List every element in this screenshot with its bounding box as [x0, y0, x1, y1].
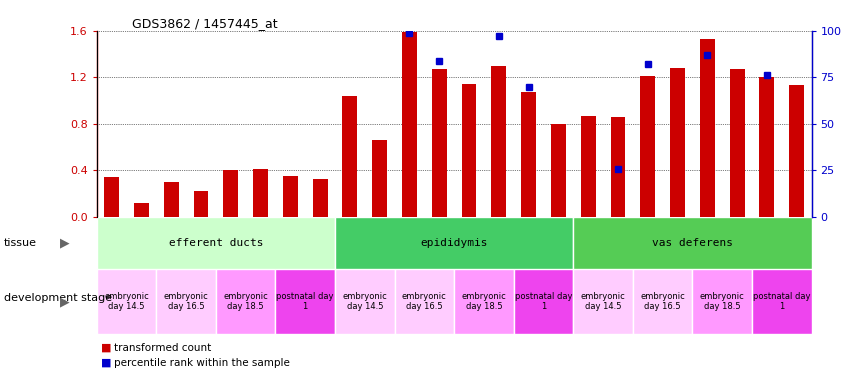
- Text: embryonic
day 16.5: embryonic day 16.5: [402, 292, 447, 311]
- Bar: [164, 182, 178, 217]
- Bar: [335, 269, 394, 334]
- Bar: [632, 269, 692, 334]
- Text: embryonic
day 14.5: embryonic day 14.5: [580, 292, 626, 311]
- Bar: [283, 176, 298, 217]
- Text: postnatal day
1: postnatal day 1: [515, 292, 572, 311]
- Bar: [97, 217, 335, 269]
- Text: embryonic
day 14.5: embryonic day 14.5: [104, 292, 149, 311]
- Text: ■: ■: [101, 358, 111, 368]
- Bar: [275, 269, 335, 334]
- Bar: [224, 170, 238, 217]
- Bar: [514, 269, 574, 334]
- Bar: [373, 140, 387, 217]
- Bar: [640, 76, 655, 217]
- Bar: [752, 269, 812, 334]
- Bar: [670, 68, 685, 217]
- Text: percentile rank within the sample: percentile rank within the sample: [114, 358, 289, 368]
- Text: ▶: ▶: [60, 237, 70, 249]
- Text: tissue: tissue: [4, 238, 37, 248]
- Bar: [253, 169, 268, 217]
- Bar: [611, 117, 626, 217]
- Bar: [789, 85, 804, 217]
- Bar: [342, 96, 357, 217]
- Text: ■: ■: [101, 343, 111, 353]
- Bar: [574, 269, 632, 334]
- Bar: [216, 269, 275, 334]
- Text: embryonic
day 18.5: embryonic day 18.5: [700, 292, 744, 311]
- Text: efferent ducts: efferent ducts: [168, 238, 263, 248]
- Bar: [335, 217, 574, 269]
- Bar: [431, 69, 447, 217]
- Bar: [730, 69, 744, 217]
- Bar: [759, 77, 775, 217]
- Text: embryonic
day 18.5: embryonic day 18.5: [462, 292, 506, 311]
- Text: embryonic
day 16.5: embryonic day 16.5: [164, 292, 209, 311]
- Bar: [402, 32, 417, 217]
- Bar: [692, 269, 752, 334]
- Text: GDS3862 / 1457445_at: GDS3862 / 1457445_at: [132, 17, 278, 30]
- Text: embryonic
day 16.5: embryonic day 16.5: [640, 292, 685, 311]
- Text: vas deferens: vas deferens: [652, 238, 733, 248]
- Text: embryonic
day 18.5: embryonic day 18.5: [223, 292, 268, 311]
- Bar: [581, 116, 595, 217]
- Text: epididymis: epididymis: [420, 238, 488, 248]
- Bar: [521, 93, 536, 217]
- Bar: [104, 177, 119, 217]
- Bar: [454, 269, 514, 334]
- Text: transformed count: transformed count: [114, 343, 211, 353]
- Bar: [491, 66, 506, 217]
- Text: postnatal day
1: postnatal day 1: [753, 292, 811, 311]
- Text: development stage: development stage: [4, 293, 113, 303]
- Bar: [394, 269, 454, 334]
- Text: ▶: ▶: [60, 295, 70, 308]
- Bar: [700, 39, 715, 217]
- Text: embryonic
day 14.5: embryonic day 14.5: [342, 292, 387, 311]
- Bar: [193, 191, 209, 217]
- Bar: [313, 179, 327, 217]
- Bar: [134, 203, 149, 217]
- Bar: [156, 269, 216, 334]
- Bar: [551, 124, 566, 217]
- Bar: [462, 84, 477, 217]
- Bar: [574, 217, 812, 269]
- Text: postnatal day
1: postnatal day 1: [277, 292, 334, 311]
- Bar: [97, 269, 156, 334]
